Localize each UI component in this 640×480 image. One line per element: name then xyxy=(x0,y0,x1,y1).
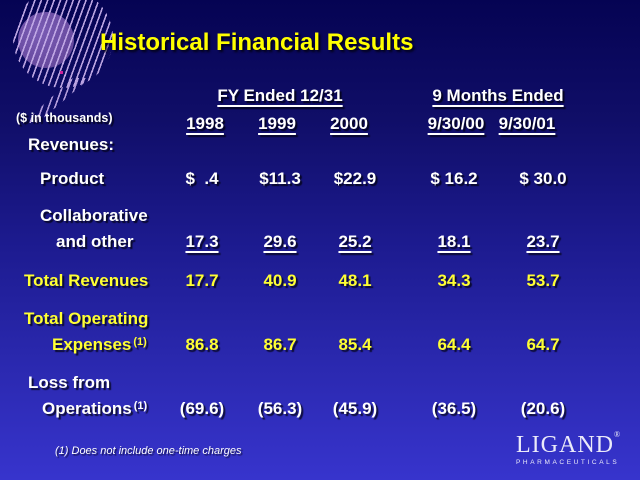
diagonal-stripes-icon xyxy=(13,0,113,88)
row-label-expenses: Expenses (1) xyxy=(52,335,147,354)
value-loss-9-30-01: (20.6) xyxy=(520,399,566,418)
value-opex-9-30-01: 64.7 xyxy=(526,335,560,354)
column-group-nine-months: 9 Months Ended xyxy=(398,87,598,104)
ligand-logo: LIGAND® PHARMACEUTICALS xyxy=(516,430,622,467)
column-group-nine-months-label: 9 Months Ended xyxy=(432,86,564,105)
value-product-9-30-01: $ 30.0 xyxy=(519,169,567,188)
units-note: ($ in thousands) xyxy=(16,111,113,125)
value-opex-2000: 85.4 xyxy=(338,335,372,354)
value-totrev-2000: 48.1 xyxy=(338,271,372,290)
logo-wordmark: LIGAND® xyxy=(516,430,622,458)
value-totrev-9-30-01: 53.7 xyxy=(526,271,560,290)
value-totrev-1999: 40.9 xyxy=(263,271,297,290)
value-product-1998: $ .4 xyxy=(185,169,219,188)
column-header-1998: 1998 xyxy=(186,114,224,133)
value-collab-9-30-00: 18.1 xyxy=(437,232,471,251)
column-header-9-30-00: 9/30/00 xyxy=(427,114,485,133)
registered-mark-icon: ® xyxy=(613,430,622,439)
row-label-product: Product xyxy=(40,169,105,188)
value-product-9-30-00: $ 16.2 xyxy=(430,169,478,188)
value-opex-9-30-00: 64.4 xyxy=(437,335,471,354)
footnote-ref: (1) xyxy=(133,400,148,412)
decorative-swoosh xyxy=(0,0,120,130)
value-opex-1998: 86.8 xyxy=(185,335,219,354)
column-header-2000: 2000 xyxy=(330,114,368,133)
column-header-1999: 1999 xyxy=(258,114,296,133)
column-group-fy-ended-label: FY Ended 12/31 xyxy=(217,86,343,105)
value-collab-9-30-01: 23.7 xyxy=(526,232,560,251)
column-header-9-30-01: 9/30/01 xyxy=(498,114,556,133)
section-label-revenues: Revenues: xyxy=(28,135,114,154)
row-label-and-other: and other xyxy=(56,232,134,251)
footnote: (1) Does not include one-time charges xyxy=(55,445,242,457)
footnote-ref: (1) xyxy=(133,336,147,348)
row-label-total-operating: Total Operating xyxy=(24,309,149,328)
value-opex-1999: 86.7 xyxy=(263,335,297,354)
value-collab-1998: 17.3 xyxy=(185,232,219,251)
column-group-fy-ended: FY Ended 12/31 xyxy=(180,87,380,104)
logo-tagline: PHARMACEUTICALS xyxy=(516,459,620,466)
row-label-loss-from: Loss from xyxy=(28,373,111,392)
magenta-dot-icon xyxy=(60,71,63,74)
value-totrev-9-30-00: 34.3 xyxy=(437,271,471,290)
value-loss-1998: (69.6) xyxy=(179,399,225,418)
value-loss-1999: (56.3) xyxy=(257,399,303,418)
page-title: Historical Financial Results xyxy=(100,29,414,56)
value-product-2000: $22.9 xyxy=(333,169,377,188)
value-totrev-1998: 17.7 xyxy=(185,271,219,290)
row-label-total-revenues: Total Revenues xyxy=(24,271,149,290)
row-label-collaborative: Collaborative xyxy=(40,206,148,225)
row-label-operations: Operations (1) xyxy=(42,399,148,418)
value-loss-9-30-00: (36.5) xyxy=(431,399,477,418)
value-loss-2000: (45.9) xyxy=(332,399,378,418)
value-collab-1999: 29.6 xyxy=(263,232,297,251)
value-collab-2000: 25.2 xyxy=(338,232,372,251)
value-product-1999: $11.3 xyxy=(259,169,301,188)
